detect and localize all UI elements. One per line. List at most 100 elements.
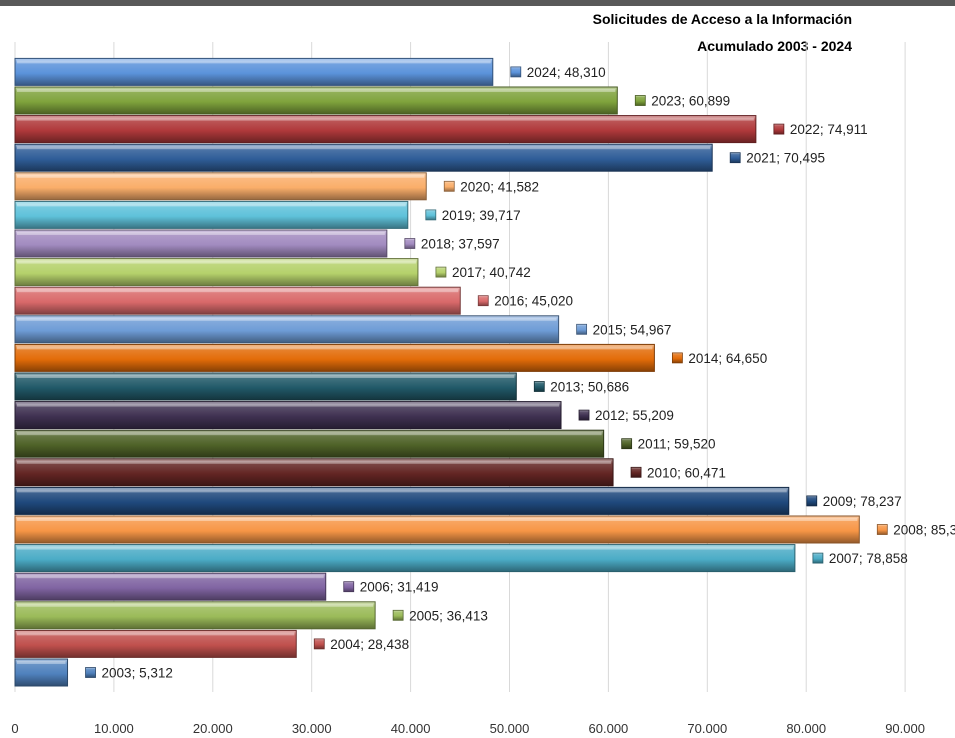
bar-highlight xyxy=(17,403,560,407)
bar-highlight xyxy=(17,289,459,293)
bar-2005 xyxy=(14,601,376,630)
data-label-marker xyxy=(630,466,642,478)
data-label-2007: 2007; 78,858 xyxy=(829,551,908,566)
data-label-marker xyxy=(533,381,545,392)
bar-2022 xyxy=(14,115,757,144)
data-label-marker xyxy=(634,95,646,106)
x-tick-label: 0 xyxy=(11,721,18,736)
bar-highlight xyxy=(17,632,295,636)
x-tick-label: 60.000 xyxy=(589,721,629,736)
bar-2004 xyxy=(14,629,297,658)
bar-highlight xyxy=(17,575,324,579)
bar-highlight xyxy=(17,260,416,264)
x-tick-label: 30.000 xyxy=(292,721,332,736)
data-label-marker xyxy=(435,266,447,278)
bar-highlight xyxy=(17,546,793,550)
bar-2011 xyxy=(14,429,605,458)
bar-highlight xyxy=(17,89,616,92)
data-label-marker xyxy=(425,209,437,221)
data-label-marker xyxy=(343,581,355,593)
x-tick-label: 40.000 xyxy=(391,721,431,736)
data-label-marker xyxy=(443,180,455,192)
data-label-2021: 2021; 70,495 xyxy=(746,151,825,166)
data-label-marker xyxy=(773,123,785,135)
bar-highlight xyxy=(17,317,557,321)
data-label-2017: 2017; 40,742 xyxy=(452,265,531,280)
bar-highlight xyxy=(17,60,491,64)
data-label-2005: 2005; 36,413 xyxy=(409,608,488,623)
bar-highlight xyxy=(17,146,711,150)
data-label-marker xyxy=(671,352,683,364)
data-label-2018: 2018; 37,597 xyxy=(421,237,500,252)
bar-layer xyxy=(14,57,860,687)
data-label-marker xyxy=(812,552,824,564)
bar-2013 xyxy=(14,372,517,401)
bar-highlight xyxy=(17,174,425,178)
bar-2007 xyxy=(14,544,796,573)
bar-highlight xyxy=(17,117,754,121)
x-tick-label: 50.000 xyxy=(490,721,530,736)
data-label-marker xyxy=(576,323,588,335)
data-label-marker xyxy=(510,66,522,78)
data-label-2015: 2015; 54,967 xyxy=(593,322,672,337)
data-label-2011: 2011; 59,520 xyxy=(638,437,716,452)
data-label-2010: 2010; 60,471 xyxy=(647,465,726,480)
data-label-marker xyxy=(85,667,96,678)
data-label-2004: 2004; 28,438 xyxy=(330,637,409,652)
data-label-2020: 2020; 41,582 xyxy=(460,179,539,194)
data-label-2014: 2014; 64,650 xyxy=(688,351,767,366)
bar-2020 xyxy=(14,172,427,201)
data-label-2006: 2006; 31,419 xyxy=(360,580,439,595)
data-label-marker xyxy=(621,438,633,450)
bar-highlight xyxy=(17,375,515,378)
x-tick-label: 70.000 xyxy=(687,721,727,736)
data-label-marker xyxy=(876,524,888,535)
data-label-2008: 2008; 85,368 xyxy=(893,523,955,538)
data-label-marker xyxy=(404,238,416,249)
data-label-2024: 2024; 48,310 xyxy=(527,65,606,80)
data-label-2022: 2022; 74,911 xyxy=(790,122,868,137)
chart-title: Solicitudes de Acceso a la Información xyxy=(592,11,852,27)
bar-2015 xyxy=(14,315,560,344)
data-label-marker xyxy=(392,609,404,621)
data-label-2003: 2003; 5,312 xyxy=(102,666,173,681)
bar-2024 xyxy=(14,57,494,86)
data-label-marker xyxy=(806,495,818,507)
bar-highlight xyxy=(17,661,66,664)
bar-2008 xyxy=(14,515,860,544)
chart-subtitle: Acumulado 2003 - 2024 xyxy=(697,38,852,54)
bar-highlight xyxy=(17,346,653,350)
bar-2010 xyxy=(14,458,614,487)
bar-highlight xyxy=(17,460,612,464)
bar-2006 xyxy=(14,572,327,601)
bar-2019 xyxy=(14,200,409,229)
x-tick-label: 90.000 xyxy=(885,721,925,736)
x-tick-label: 10.000 xyxy=(94,721,134,736)
data-label-2023: 2023; 60,899 xyxy=(651,94,730,109)
data-label-2019: 2019; 39,717 xyxy=(442,208,521,223)
bar-highlight xyxy=(17,489,787,493)
bar-2021 xyxy=(14,143,713,172)
bar-2014 xyxy=(14,343,655,372)
top-border xyxy=(0,0,955,6)
bar-highlight xyxy=(17,232,385,235)
data-label-marker xyxy=(313,638,325,650)
bar-2009 xyxy=(14,486,790,515)
x-tick-label: 20.000 xyxy=(193,721,233,736)
bar-highlight xyxy=(17,432,602,436)
data-label-2009: 2009; 78,237 xyxy=(823,494,902,509)
data-label-marker xyxy=(729,152,741,164)
bar-2018 xyxy=(14,229,388,258)
data-label-2016: 2016; 45,020 xyxy=(494,294,573,309)
bar-highlight xyxy=(17,603,374,607)
bar-2017 xyxy=(14,258,419,287)
bar-2023 xyxy=(14,86,618,115)
bar-highlight xyxy=(17,203,406,207)
bar-2003 xyxy=(14,658,69,687)
data-label-2012: 2012; 55,209 xyxy=(595,408,674,423)
data-label-2013: 2013; 50,686 xyxy=(550,380,629,395)
x-tick-label: 80.000 xyxy=(786,721,826,736)
bar-2016 xyxy=(14,286,461,315)
